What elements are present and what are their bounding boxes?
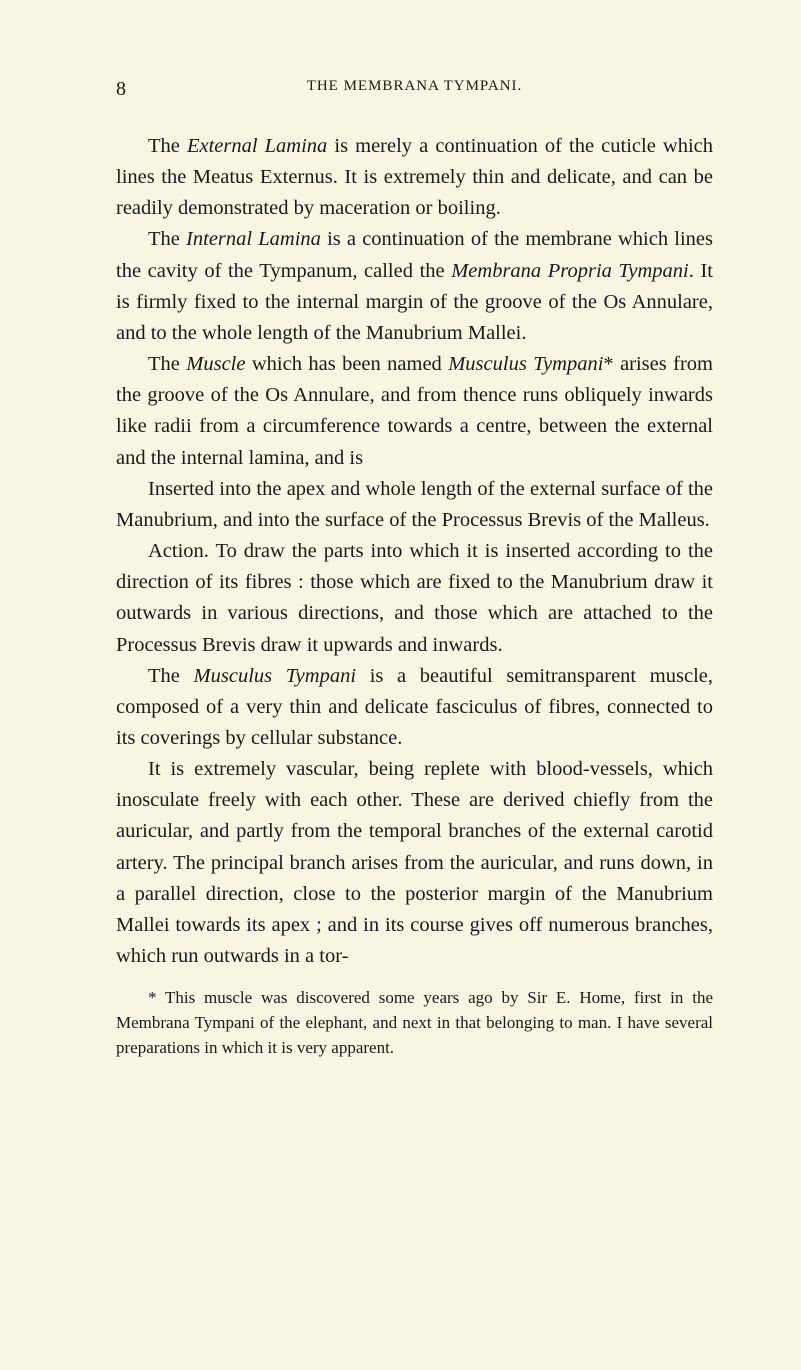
page-number: 8 [116, 78, 126, 101]
paragraph: The Muscle which has been named Musculus… [116, 349, 713, 474]
footnote: * This muscle was discovered some years … [116, 986, 713, 1060]
page-header: THE MEMBRANA TYMPANI. [116, 78, 713, 95]
footnote-text: * This muscle was discovered some years … [116, 986, 713, 1060]
paragraph: Action. To draw the parts into which it … [116, 536, 713, 661]
paragraph: The External Lamina is merely a continua… [116, 131, 713, 224]
paragraph: Inserted into the apex and whole length … [116, 474, 713, 536]
paragraph: The Musculus Tympani is a beautiful semi… [116, 661, 713, 754]
paragraph: It is extremely vascular, being replete … [116, 754, 713, 972]
main-content: The External Lamina is merely a continua… [116, 131, 713, 972]
paragraph: The Internal Lamina is a continuation of… [116, 224, 713, 349]
